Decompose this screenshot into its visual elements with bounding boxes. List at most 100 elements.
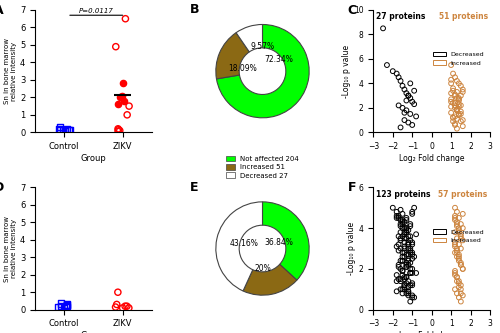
Point <box>455 242 463 247</box>
Point <box>398 105 406 111</box>
Y-axis label: Sn in bone marrow
relative intensity: Sn in bone marrow relative intensity <box>4 215 17 281</box>
Point <box>396 207 404 212</box>
Point <box>451 121 459 127</box>
Point <box>398 225 406 231</box>
Point <box>121 304 129 309</box>
Text: 51 proteins: 51 proteins <box>438 12 488 21</box>
Point <box>453 126 461 131</box>
Point <box>449 115 457 120</box>
Point <box>459 87 467 92</box>
Point <box>447 77 455 82</box>
Point <box>451 92 459 97</box>
Point <box>114 290 122 295</box>
Point <box>406 246 414 251</box>
Point <box>453 291 461 296</box>
Point <box>459 238 467 243</box>
Point <box>406 299 414 304</box>
Point <box>404 278 412 284</box>
Point <box>404 291 412 296</box>
Point <box>66 127 74 132</box>
Point <box>406 81 414 86</box>
Point <box>406 95 414 101</box>
Point <box>400 283 408 288</box>
Point <box>457 246 465 251</box>
Point <box>406 238 414 243</box>
Point <box>400 229 408 235</box>
Point <box>392 209 400 214</box>
Point <box>63 304 71 310</box>
Point <box>400 276 408 282</box>
Point <box>404 289 412 294</box>
Point <box>408 252 416 257</box>
Point <box>410 295 418 300</box>
Point <box>120 98 128 104</box>
Point <box>457 83 465 89</box>
Point <box>453 274 461 280</box>
Point <box>116 128 124 133</box>
Point <box>400 250 408 255</box>
Point <box>457 236 465 241</box>
Point <box>63 126 71 132</box>
Point <box>455 113 463 118</box>
Point <box>402 225 410 231</box>
Point <box>406 250 414 255</box>
Point <box>408 211 416 216</box>
Point <box>114 102 122 107</box>
Point <box>406 111 414 117</box>
Point <box>404 258 412 263</box>
Point <box>447 104 455 109</box>
Point <box>451 229 459 235</box>
Point <box>453 221 461 227</box>
Point <box>57 301 65 306</box>
Point <box>402 91 410 96</box>
Point <box>451 240 459 245</box>
Point <box>459 266 467 272</box>
Y-axis label: -Log₁₀ p value: -Log₁₀ p value <box>342 45 351 98</box>
Point <box>404 252 412 257</box>
Point <box>389 205 397 210</box>
Text: 57 proteins: 57 proteins <box>438 190 488 199</box>
Point <box>408 283 416 288</box>
Point <box>398 287 406 292</box>
Point <box>400 244 408 249</box>
Point <box>459 225 467 231</box>
Point <box>392 244 400 249</box>
Point <box>457 109 465 114</box>
Point <box>455 285 463 290</box>
Point <box>447 62 455 68</box>
Point <box>392 289 400 294</box>
Point <box>451 103 459 108</box>
Point <box>453 89 461 95</box>
Point <box>408 122 416 128</box>
Point <box>394 276 402 282</box>
Point <box>455 215 463 220</box>
Point <box>60 305 68 311</box>
Point <box>396 287 404 292</box>
Point <box>451 213 459 218</box>
Point <box>402 252 410 257</box>
Point <box>62 304 70 309</box>
Point <box>453 248 461 253</box>
Point <box>451 122 459 128</box>
Point <box>396 217 404 223</box>
Text: 18.09%: 18.09% <box>228 64 258 73</box>
Point <box>58 128 66 133</box>
Point <box>449 86 457 91</box>
Point <box>453 95 461 101</box>
Point <box>396 223 404 229</box>
Point <box>455 227 463 233</box>
Point <box>449 71 457 76</box>
Point <box>404 242 412 247</box>
Point <box>404 285 412 290</box>
Point <box>394 242 402 247</box>
Point <box>455 97 463 102</box>
Point <box>400 274 408 280</box>
Point <box>408 295 416 300</box>
Point <box>392 272 400 278</box>
Point <box>459 211 467 216</box>
Point <box>392 215 400 220</box>
Point <box>406 234 414 239</box>
Point <box>402 229 410 235</box>
Point <box>400 246 408 251</box>
Point <box>63 303 71 308</box>
